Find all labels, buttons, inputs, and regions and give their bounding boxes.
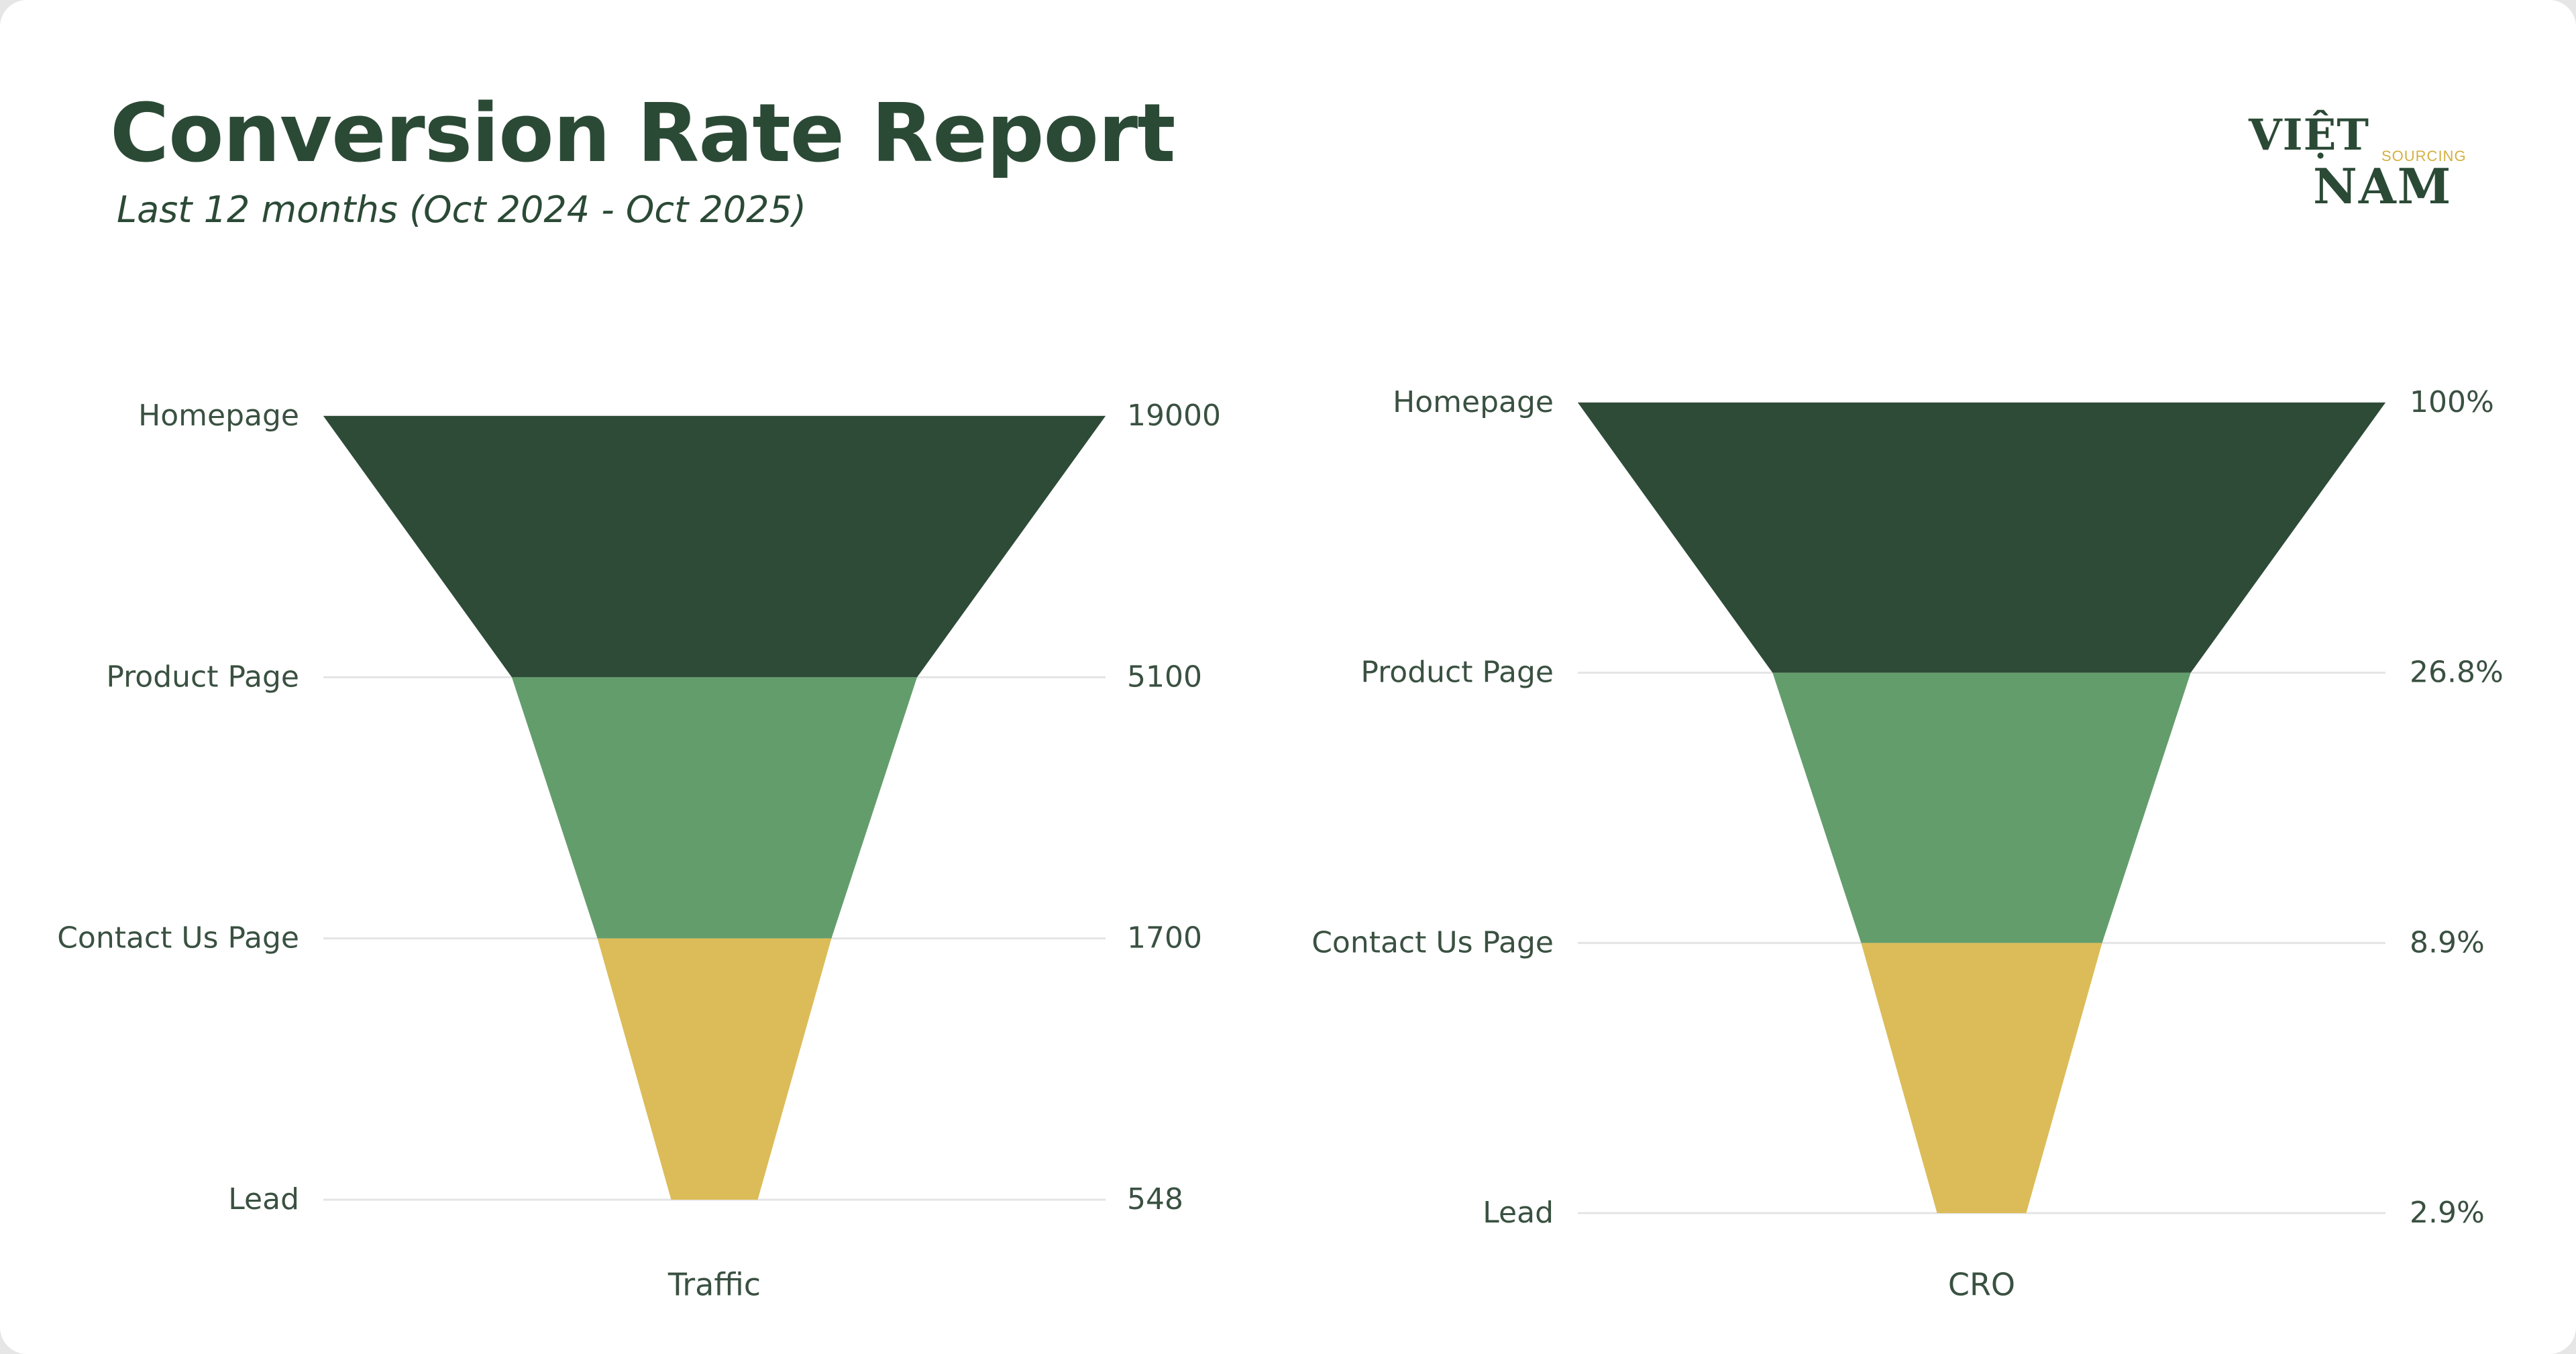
viet-nam-sourcing-logo: VIỆT SOURCING NAM bbox=[2241, 110, 2466, 221]
stage-value: 1700 bbox=[1127, 921, 1202, 955]
stage-label: Lead bbox=[1483, 1196, 1554, 1230]
funnel-segment-3 bbox=[1861, 943, 2102, 1213]
stage-label: Contact Us Page bbox=[57, 921, 299, 955]
stage-label: Product Page bbox=[106, 660, 299, 694]
stage-value: 2.9% bbox=[2410, 1196, 2485, 1230]
stage-value: 100% bbox=[2410, 385, 2494, 419]
x-axis-label: Traffic bbox=[667, 1267, 761, 1303]
funnel-segment-1 bbox=[1578, 403, 2385, 673]
stage-label: Homepage bbox=[138, 399, 299, 433]
funnel-chart-1: Homepage Product Page Contact Us Page Lead 1… bbox=[57, 399, 1221, 1303]
logo-word-nam: NAM bbox=[2313, 158, 2453, 215]
funnel-segment-2 bbox=[1772, 672, 2191, 943]
stage-value: 548 bbox=[1127, 1182, 1183, 1216]
funnel-segment-2 bbox=[511, 677, 918, 939]
stage-label: Contact Us Page bbox=[1311, 925, 1554, 959]
funnel-segment-3 bbox=[597, 938, 832, 1200]
report-subtitle: Last 12 months (Oct 2024 - Oct 2025) bbox=[117, 189, 806, 231]
logo-word-viet: VIỆT bbox=[2249, 110, 2369, 160]
stage-value: 26.8% bbox=[2410, 656, 2504, 690]
stage-label: Lead bbox=[228, 1182, 299, 1216]
logo-word-sourcing: SOURCING bbox=[2381, 148, 2467, 164]
stage-value: 19000 bbox=[1127, 399, 1221, 433]
stage-value: 8.9% bbox=[2410, 925, 2485, 959]
funnel-chart-2: Homepage Product Page Contact Us Page Lead 1… bbox=[1311, 385, 2504, 1303]
stage-label: Product Page bbox=[1360, 656, 1554, 690]
stage-value: 5100 bbox=[1127, 660, 1202, 694]
x-axis-label: CRO bbox=[1948, 1267, 2015, 1303]
stage-label: Homepage bbox=[1393, 385, 1554, 419]
report-title: Conversion Rate Report bbox=[110, 87, 1176, 180]
funnel-segment-1 bbox=[323, 416, 1106, 678]
